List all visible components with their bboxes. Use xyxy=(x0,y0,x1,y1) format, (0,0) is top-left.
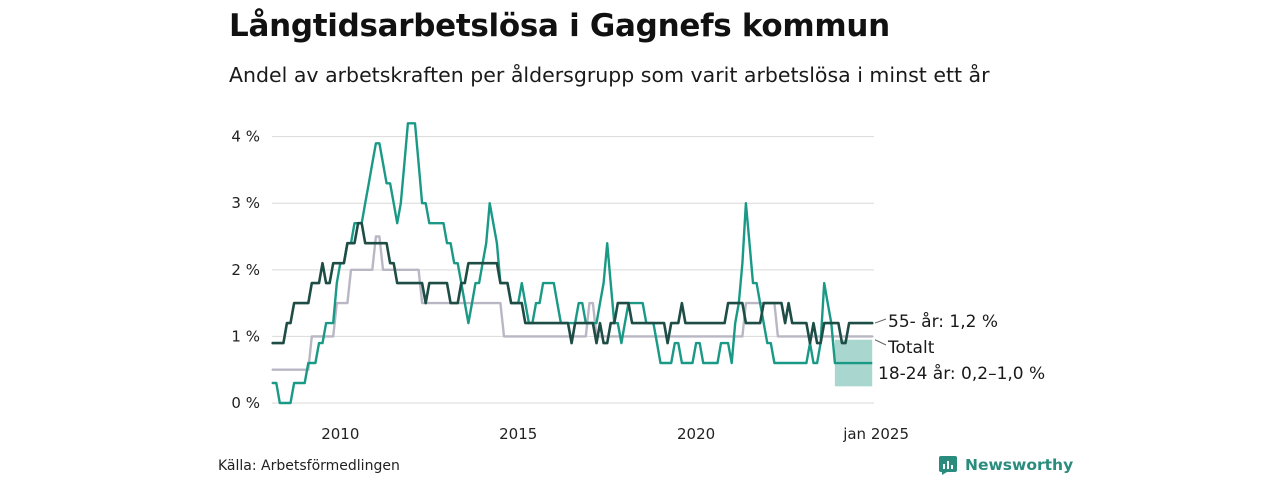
grid-lines xyxy=(272,136,874,404)
y-tick-label: 4 % xyxy=(231,128,260,146)
series-labels: 55- år: 1,2 % 18-24 år: 0,2–1,0 % Totalt xyxy=(874,311,1045,384)
source-note: Källa: Arbetsförmedlingen xyxy=(218,458,400,474)
y-tick-label: 3 % xyxy=(231,194,260,212)
series-label-age_55: 55- år: 1,2 % xyxy=(888,311,998,332)
label-leader-total xyxy=(874,339,887,346)
newsworthy-logo-icon xyxy=(939,456,957,475)
brand-logo: Newsworthy xyxy=(938,455,1073,475)
chart-subtitle: Andel av arbetskraften per åldersgrupp s… xyxy=(229,63,990,87)
brand-name: Newsworthy xyxy=(965,456,1074,474)
x-tick-label: 2020 xyxy=(677,425,715,443)
y-tick-label: 2 % xyxy=(231,261,260,279)
x-tick-label: jan 2025 xyxy=(842,425,909,443)
label-leader-age_55 xyxy=(874,318,887,324)
y-tick-label: 1 % xyxy=(231,327,260,345)
series-lines xyxy=(271,122,874,405)
series-label-total: Totalt xyxy=(887,338,935,358)
series-line-age_18_24 xyxy=(271,122,837,405)
chart-title: Långtidsarbetslösa i Gagnefs kommun xyxy=(229,8,890,44)
y-tick-label: 0 % xyxy=(231,394,260,412)
x-tick-label: 2015 xyxy=(499,425,537,443)
series-label-age_18_24: 18-24 år: 0,2–1,0 % xyxy=(878,363,1045,384)
series-line-total xyxy=(271,221,874,345)
y-axis-ticks: 0 % 1 % 2 % 3 % 4 % xyxy=(231,128,260,412)
x-tick-label: 2010 xyxy=(321,425,359,443)
x-axis-ticks: 2010 2015 2020 jan 2025 xyxy=(321,425,909,443)
